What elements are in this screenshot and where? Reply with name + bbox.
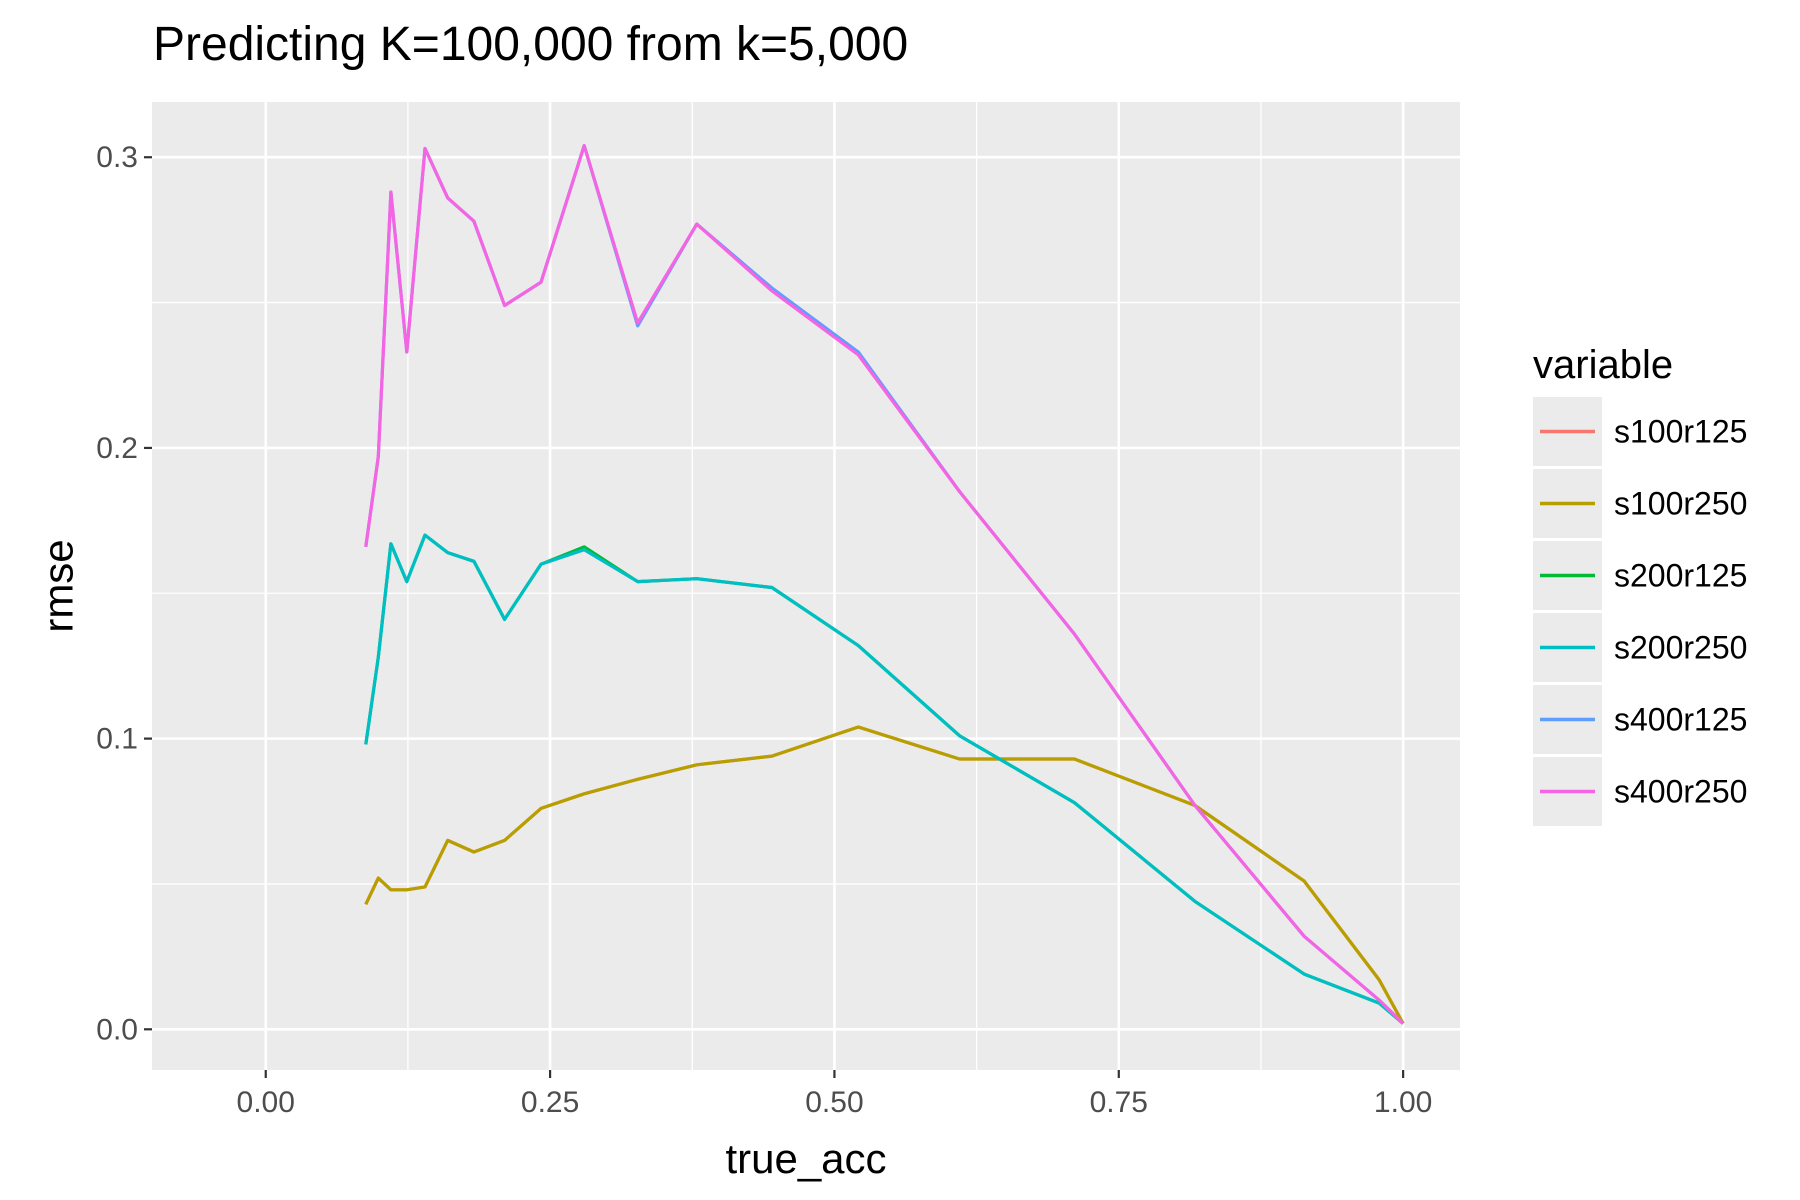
series-line-s200r250 <box>364 533 1405 1025</box>
x-tick-label: 0.25 <box>521 1086 579 1119</box>
x-axis-title: true_acc <box>725 1135 886 1182</box>
x-tick-label: 0.75 <box>1090 1086 1148 1119</box>
y-tick-label: 0.3 <box>96 141 138 174</box>
legend-label-s100r125: s100r125 <box>1614 414 1747 450</box>
y-axis-title: rmse <box>35 539 82 632</box>
chart-title: Predicting K=100,000 from k=5,000 <box>153 18 908 71</box>
legend-label-s400r250: s400r250 <box>1614 774 1747 810</box>
legend: variable s100r125 s100r250 s200r125 s200r25… <box>1533 343 1747 826</box>
x-tick-label: 0.50 <box>805 1086 863 1119</box>
x-tick-label: 0.00 <box>237 1086 295 1119</box>
axes: 0.00 0.25 0.50 0.75 1.00 0.0 0.1 0.2 0.3 <box>96 141 1432 1119</box>
y-tick-label: 0.1 <box>96 723 138 756</box>
y-tick-label: 0.0 <box>96 1013 138 1046</box>
series-line-s100r250 <box>364 725 1405 1025</box>
y-tick-label: 0.2 <box>96 432 138 465</box>
legend-label-s100r250: s100r250 <box>1614 486 1747 522</box>
legend-items: s100r125 s100r250 s200r125 s200r250 s400r125… <box>1533 397 1747 826</box>
legend-title: variable <box>1533 343 1673 387</box>
series-lines <box>364 144 1405 1025</box>
x-tick-label: 1.00 <box>1374 1086 1432 1119</box>
legend-label-s400r125: s400r125 <box>1614 702 1747 738</box>
plot-panel <box>152 102 1460 1070</box>
legend-label-s200r250: s200r250 <box>1614 630 1747 666</box>
grid-lines <box>152 102 1460 1070</box>
series-line-s400r250 <box>364 144 1405 1025</box>
legend-label-s200r125: s200r125 <box>1614 558 1747 594</box>
